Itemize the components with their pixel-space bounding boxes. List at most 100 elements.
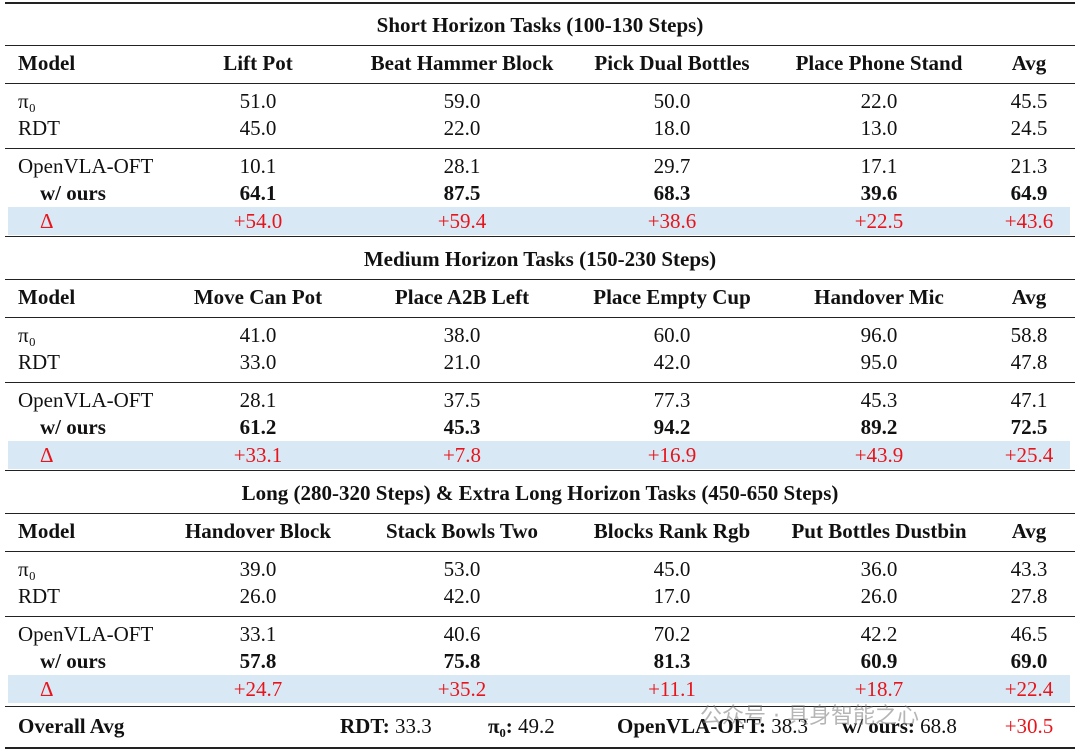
baseline-value: 51.0 (239, 89, 277, 113)
ours-row-value: 60.9 (860, 649, 898, 673)
rule (5, 706, 1075, 707)
ours-row-value: 61.2 (239, 415, 277, 439)
header-value: Beat Hammer Block (370, 51, 554, 75)
ours-row-value: 75.8 (443, 649, 481, 673)
ours-row-value: 72.5 (1010, 415, 1048, 439)
footer-item-label: OpenVLA-OFT: (617, 714, 766, 738)
header-value: Handover Mic (814, 285, 944, 309)
delta-row-label: Δ (40, 677, 54, 701)
ours-row-value: 69.0 (1010, 649, 1048, 673)
footer-label: Overall Avg (18, 714, 125, 738)
delta-row-value: +33.1 (233, 443, 283, 467)
baseline-label: π₀ (18, 557, 36, 581)
footer-item: RDT: 33.3 (340, 713, 432, 739)
delta-row-value: +11.1 (648, 677, 696, 701)
delta-row-value: +43.9 (854, 443, 904, 467)
header-value: Place Phone Stand (795, 51, 963, 75)
header-value: Pick Dual Bottles (594, 51, 750, 75)
delta-row-value: +54.0 (233, 209, 283, 233)
header-value: Avg (1011, 285, 1047, 309)
delta-row-value: +18.7 (854, 677, 904, 701)
baseline-value: 17.0 (653, 584, 691, 608)
baseline-value: 43.3 (1010, 557, 1048, 581)
baseline-value: 60.0 (653, 323, 691, 347)
baseline-value: 45.5 (1010, 89, 1048, 113)
section-title: Long (280-320 Steps) & Extra Long Horizo… (241, 481, 839, 505)
baseline-value: 42.0 (653, 350, 691, 374)
baseline-value: 45.0 (239, 116, 277, 140)
base-row-label: OpenVLA-OFT (18, 622, 154, 646)
baseline-value: 26.0 (860, 584, 898, 608)
delta-row-value: +59.4 (437, 209, 487, 233)
rule (5, 382, 1075, 383)
baseline-value: 39.0 (239, 557, 277, 581)
header-value: Stack Bowls Two (385, 519, 539, 543)
delta-row-value: +35.2 (437, 677, 487, 701)
header-value: Move Can Pot (193, 285, 323, 309)
base-row-value: 29.7 (653, 154, 691, 178)
baseline-value: 41.0 (239, 323, 277, 347)
header-value: Lift Pot (223, 51, 293, 75)
ours-row-value: 64.1 (239, 181, 277, 205)
footer-item-label: π₀: (488, 714, 513, 738)
header-label: Model (18, 519, 76, 543)
base-row-value: 77.3 (653, 388, 691, 412)
footer-item-value: 68.8 (914, 714, 957, 738)
footer-item-label: RDT: (340, 714, 390, 738)
rule (5, 148, 1075, 149)
baseline-value: 59.0 (443, 89, 481, 113)
baseline-value: 24.5 (1010, 116, 1048, 140)
footer-item-label: w/ ours: (842, 714, 915, 738)
header-value: Place Empty Cup (593, 285, 751, 309)
footer-item-value: 38.3 (765, 714, 808, 738)
header-label: Model (18, 51, 76, 75)
ours-row-value: 68.3 (653, 181, 691, 205)
baseline-label: π₀ (18, 323, 36, 347)
base-row-value: 42.2 (860, 622, 898, 646)
baseline-value: 95.0 (860, 350, 898, 374)
base-row-value: 47.1 (1010, 388, 1048, 412)
baseline-label: RDT (18, 350, 60, 374)
baseline-label: π₀ (18, 89, 36, 113)
delta-band (8, 675, 1070, 703)
footer-delta: +30.5 (1004, 714, 1054, 738)
ours-row-value: 45.3 (443, 415, 481, 439)
base-row-value: 45.3 (860, 388, 898, 412)
watermark: 公众号 · 具身智能之心 (700, 704, 919, 729)
baseline-value: 45.0 (653, 557, 691, 581)
baseline-label: RDT (18, 116, 60, 140)
base-row-label: OpenVLA-OFT (18, 154, 154, 178)
baseline-value: 53.0 (443, 557, 481, 581)
baseline-value: 26.0 (239, 584, 277, 608)
delta-band (8, 441, 1070, 469)
header-value: Handover Block (184, 519, 332, 543)
baseline-value: 36.0 (860, 557, 898, 581)
delta-band (8, 207, 1070, 235)
baseline-label: RDT (18, 584, 60, 608)
baseline-value: 13.0 (860, 116, 898, 140)
ours-row-value: 81.3 (653, 649, 691, 673)
rule (5, 747, 1075, 749)
rule (5, 83, 1075, 84)
rule (5, 2, 1075, 4)
base-row-value: 17.1 (860, 154, 898, 178)
delta-row-value: +38.6 (647, 209, 697, 233)
footer-item: w/ ours: 68.8 (842, 713, 957, 739)
ours-row-label: w/ ours (40, 649, 106, 673)
base-row-value: 21.3 (1010, 154, 1048, 178)
header-label: Model (18, 285, 76, 309)
footer-item-value: 33.3 (389, 714, 432, 738)
baseline-value: 27.8 (1010, 584, 1048, 608)
ours-row-value: 87.5 (443, 181, 481, 205)
ours-row-value: 57.8 (239, 649, 277, 673)
section-title: Short Horizon Tasks (100-130 Steps) (376, 13, 704, 37)
header-value: Place A2B Left (394, 285, 530, 309)
delta-row-label: Δ (40, 209, 54, 233)
ours-row-value: 39.6 (860, 181, 898, 205)
baseline-value: 21.0 (443, 350, 481, 374)
baseline-value: 96.0 (860, 323, 898, 347)
delta-row-value: +24.7 (233, 677, 283, 701)
delta-row-value: +43.6 (1004, 209, 1054, 233)
baseline-value: 50.0 (653, 89, 691, 113)
baseline-value: 33.0 (239, 350, 277, 374)
